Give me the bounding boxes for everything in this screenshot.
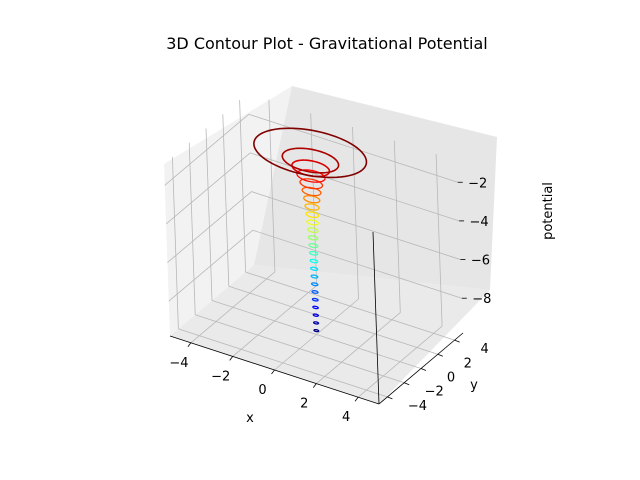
contour-lines <box>253 127 368 333</box>
back-gridline-x <box>352 126 359 300</box>
grid-lines <box>164 99 462 398</box>
y-tick-mark <box>454 339 460 343</box>
contour-line <box>312 305 319 310</box>
contour-line <box>312 313 320 317</box>
floor-gridline-y <box>211 300 422 369</box>
back-gridline-z <box>252 229 462 299</box>
floor-gridline-y <box>178 328 388 398</box>
back-gridline-x <box>310 113 318 286</box>
contour-line <box>313 328 320 333</box>
left-gridline-y <box>222 114 230 287</box>
contour-line <box>312 321 320 325</box>
x-tick-mark <box>271 369 275 375</box>
left-gridline-z <box>167 191 252 263</box>
back-gridline-x <box>435 154 443 327</box>
contour-line <box>253 127 368 179</box>
z-axis-line <box>372 231 380 405</box>
left-gridline-y <box>205 128 213 301</box>
y-tick-label: −2 <box>425 385 444 400</box>
chart-title: 3D Contour Plot - Gravitational Potentia… <box>166 34 488 53</box>
y-tick-label: 0 <box>447 371 455 386</box>
back-gridline-z <box>249 152 460 222</box>
contour-line <box>311 297 319 302</box>
contour-line <box>310 266 319 271</box>
z-axis-label: potential <box>541 182 556 240</box>
x-axis-label: x <box>246 411 254 426</box>
z-tick-label: −2 <box>468 176 487 191</box>
z-tick-label: −8 <box>472 292 491 307</box>
back-gridline-x <box>268 99 276 272</box>
back-gridline-z <box>248 113 458 183</box>
contour-line <box>301 186 322 197</box>
contour-line <box>306 219 319 226</box>
left-gridline-y <box>172 156 179 329</box>
axes-panes <box>164 86 497 404</box>
back-gridline-x <box>393 140 401 313</box>
floor-gridline-y <box>228 285 438 355</box>
x-tick-mark <box>354 396 359 402</box>
left-gridline-z <box>165 152 251 225</box>
contour-line <box>310 274 319 279</box>
y-tick-label: 4 <box>480 342 488 357</box>
floor-gridline-y <box>245 271 455 341</box>
contour-line <box>307 235 319 241</box>
y-tick-mark <box>387 396 393 400</box>
left-gridline-z <box>164 113 249 186</box>
left-gridline-z <box>168 229 254 302</box>
contour-line <box>308 243 319 249</box>
contour-line <box>304 203 320 211</box>
contour-line <box>307 227 319 234</box>
back-gridline-z <box>251 191 461 260</box>
y-tick-mark <box>437 353 443 357</box>
x-tick-label: 2 <box>300 397 308 412</box>
left-gridline-y <box>239 100 246 273</box>
contour-line <box>303 195 321 204</box>
left-gridline-y <box>188 142 196 315</box>
y-tick-label: −4 <box>408 399 427 414</box>
contour-line <box>310 282 319 287</box>
x-tick-label: −4 <box>169 356 188 371</box>
x-tick-mark <box>187 342 192 348</box>
y-tick-mark <box>404 382 410 386</box>
x-tick-label: 0 <box>258 383 266 398</box>
z-tick-label: −4 <box>470 215 489 230</box>
contour-line <box>309 258 319 264</box>
z-tick-label: −6 <box>471 254 490 269</box>
floor-gridline-y <box>195 314 405 384</box>
y-tick-mark <box>420 368 427 371</box>
x-tick-label: 4 <box>342 410 350 425</box>
x-tick-mark <box>229 356 234 361</box>
contour-line <box>305 211 320 219</box>
y-tick-label: 2 <box>464 356 472 371</box>
x-tick-mark <box>312 383 317 388</box>
contour-line <box>281 147 340 174</box>
y-axis-label: y <box>470 378 478 393</box>
x-tick-label: −2 <box>211 369 230 384</box>
floor-pane <box>170 265 490 404</box>
contour-line <box>311 290 319 294</box>
contour-line <box>308 250 319 256</box>
